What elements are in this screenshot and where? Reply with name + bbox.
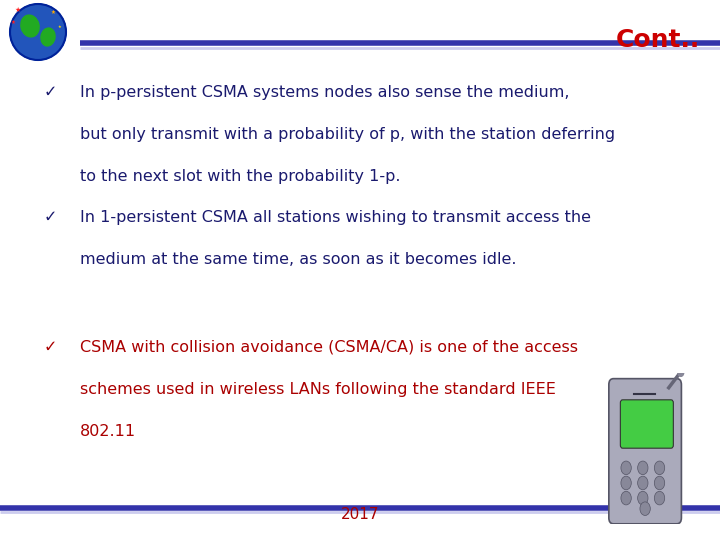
Circle shape: [638, 491, 648, 505]
Circle shape: [638, 461, 648, 475]
Text: ✓: ✓: [43, 340, 57, 355]
Text: ★: ★: [11, 19, 15, 24]
Text: ★: ★: [58, 25, 62, 29]
Text: In 1-persistent CSMA all stations wishing to transmit access the: In 1-persistent CSMA all stations wishin…: [80, 210, 591, 225]
Circle shape: [654, 476, 665, 490]
Ellipse shape: [21, 15, 39, 37]
Text: ✓: ✓: [43, 85, 57, 100]
FancyBboxPatch shape: [621, 400, 673, 448]
Text: to the next slot with the probability 1-p.: to the next slot with the probability 1-…: [80, 169, 400, 184]
Circle shape: [10, 4, 66, 60]
Circle shape: [654, 461, 665, 475]
Text: but only transmit with a probability of p, with the station deferring: but only transmit with a probability of …: [80, 127, 615, 142]
Circle shape: [638, 476, 648, 490]
Text: CSMA with collision avoidance (CSMA/CA) is one of the access: CSMA with collision avoidance (CSMA/CA) …: [80, 340, 578, 355]
Circle shape: [621, 491, 631, 505]
Text: ✓: ✓: [43, 210, 57, 225]
Text: ★: ★: [50, 10, 55, 15]
FancyBboxPatch shape: [609, 379, 681, 524]
Text: schemes used in wireless LANs following the standard IEEE: schemes used in wireless LANs following …: [80, 382, 556, 397]
Circle shape: [640, 502, 650, 516]
Text: medium at the same time, as soon as it becomes idle.: medium at the same time, as soon as it b…: [80, 252, 516, 267]
Text: ★: ★: [15, 7, 21, 13]
Ellipse shape: [41, 28, 55, 46]
Text: 2017: 2017: [341, 507, 379, 522]
Circle shape: [621, 461, 631, 475]
Circle shape: [678, 369, 684, 376]
Circle shape: [654, 491, 665, 505]
Text: Cont..: Cont..: [616, 28, 700, 52]
Text: In p-persistent CSMA systems nodes also sense the medium,: In p-persistent CSMA systems nodes also …: [80, 85, 570, 100]
Circle shape: [621, 476, 631, 490]
Text: 802.11: 802.11: [80, 424, 136, 439]
